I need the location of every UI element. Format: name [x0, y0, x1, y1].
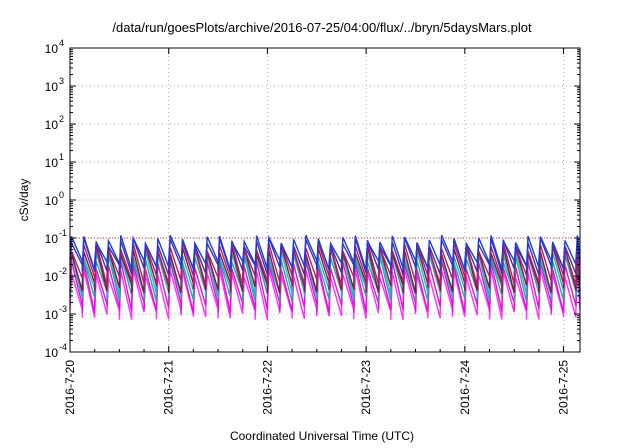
y-tick-exponent: 3: [59, 76, 64, 86]
y-tick-base: 10: [45, 194, 59, 208]
y-tick-label: 10 -1: [45, 228, 67, 246]
y-tick-base: 10: [45, 346, 59, 360]
y-tick-label: 10 -2: [45, 266, 67, 284]
y-tick-base: 10: [45, 308, 59, 322]
x-tick-label: 2016-7-24: [458, 360, 472, 415]
y-tick-exponent: -1: [59, 228, 67, 238]
y-tick-base: 10: [45, 80, 59, 94]
y-tick-exponent: 4: [59, 38, 64, 48]
x-tick-label: 2016-7-22: [260, 360, 274, 415]
series-line: [69, 245, 581, 294]
series-lines: [69, 234, 581, 321]
x-axis-label: Coordinated Universal Time (UTC): [230, 429, 414, 443]
x-tick-label: 2016-7-25: [557, 360, 571, 415]
series-line: [69, 254, 581, 302]
series-line: [69, 242, 581, 286]
y-tick-base: 10: [45, 232, 59, 246]
y-tick-label: 10 4: [45, 38, 64, 56]
x-tick-label: 2016-7-20: [63, 360, 77, 415]
y-tick-exponent: 1: [59, 152, 64, 162]
series-line: [69, 269, 581, 321]
y-tick-label: 10 0: [45, 190, 64, 208]
y-tick-exponent: -2: [59, 266, 67, 276]
y-tick-exponent: 2: [59, 114, 64, 124]
y-tick-exponent: -4: [59, 342, 67, 352]
y-tick-base: 10: [45, 42, 59, 56]
grid-lines: [70, 48, 580, 352]
series-line: [69, 260, 581, 314]
y-tick-label: 10 2: [45, 114, 64, 132]
y-tick-base: 10: [45, 156, 59, 170]
x-tick-label: 2016-7-21: [162, 360, 176, 415]
series-line: [69, 237, 581, 276]
y-tick-label: 10 -4: [45, 342, 67, 360]
chart-title: /data/run/goesPlots/archive/2016-07-25/0…: [112, 20, 532, 35]
series-line: [69, 234, 581, 271]
y-tick-base: 10: [45, 270, 59, 284]
x-tick-label: 2016-7-23: [359, 360, 373, 415]
y-axis-label: cSv/day: [17, 179, 31, 222]
y-tick-exponent: -3: [59, 304, 67, 314]
y-tick-label: 10 -3: [45, 304, 67, 322]
y-tick-base: 10: [45, 118, 59, 132]
y-tick-exponent: 0: [59, 190, 64, 200]
y-tick-label: 10 3: [45, 76, 64, 94]
y-tick-label: 10 1: [45, 152, 64, 170]
x-axis-ticks: 2016-7-20 2016-7-21 2016-7-22 2016-7-23 2016…: [63, 48, 571, 415]
